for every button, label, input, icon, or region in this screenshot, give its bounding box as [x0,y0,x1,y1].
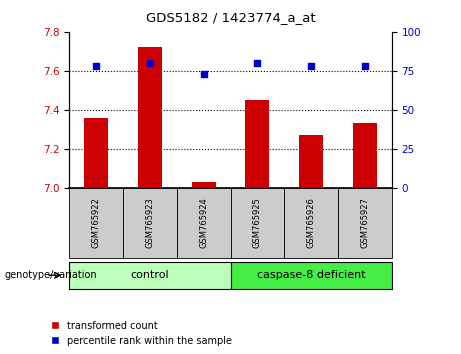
Text: caspase-8 deficient: caspase-8 deficient [257,270,366,280]
Bar [230,262,392,289]
Point [254,60,261,66]
Legend: transformed count, percentile rank within the sample: transformed count, percentile rank withi… [51,321,231,346]
Bar [230,188,284,258]
Text: GDS5182 / 1423774_a_at: GDS5182 / 1423774_a_at [146,11,315,24]
Bar [191,182,216,188]
Point [361,63,369,69]
Bar [123,188,177,258]
Bar [353,123,377,188]
Bar [69,262,230,289]
Text: GSM765925: GSM765925 [253,198,262,249]
Bar [84,118,108,188]
Text: GSM765922: GSM765922 [92,198,100,249]
Text: control: control [130,270,169,280]
Point [307,63,315,69]
Bar [177,188,230,258]
Text: GSM765927: GSM765927 [361,198,369,249]
Point [92,63,100,69]
Point [146,60,154,66]
Bar [299,135,323,188]
Bar [338,188,392,258]
Bar [138,47,162,188]
Bar [69,188,123,258]
Bar [245,100,270,188]
Text: GSM765926: GSM765926 [307,198,316,249]
Bar [284,188,338,258]
Text: GSM765924: GSM765924 [199,198,208,249]
Point [200,71,207,77]
Text: genotype/variation: genotype/variation [5,270,97,280]
Text: GSM765923: GSM765923 [145,198,154,249]
